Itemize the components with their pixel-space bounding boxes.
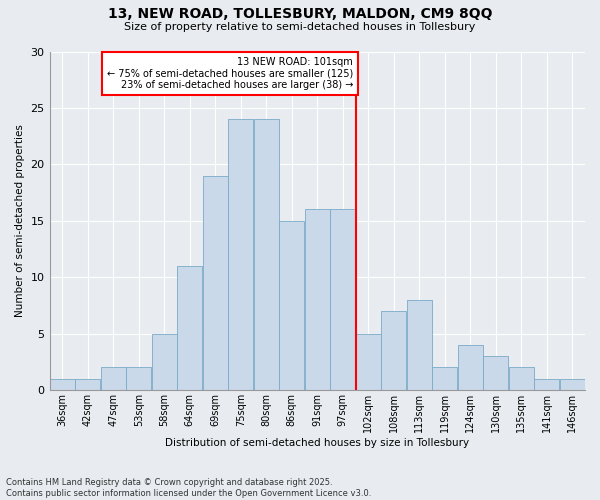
Text: Contains HM Land Registry data © Crown copyright and database right 2025.
Contai: Contains HM Land Registry data © Crown c… bbox=[6, 478, 371, 498]
Bar bbox=[458, 345, 483, 390]
Bar bbox=[305, 210, 330, 390]
Bar bbox=[279, 220, 304, 390]
Text: 13, NEW ROAD, TOLLESBURY, MALDON, CM9 8QQ: 13, NEW ROAD, TOLLESBURY, MALDON, CM9 8Q… bbox=[108, 8, 492, 22]
Bar bbox=[381, 311, 406, 390]
Bar bbox=[101, 368, 126, 390]
X-axis label: Distribution of semi-detached houses by size in Tollesbury: Distribution of semi-detached houses by … bbox=[165, 438, 469, 448]
Bar bbox=[203, 176, 228, 390]
Bar bbox=[432, 368, 457, 390]
Bar bbox=[126, 368, 151, 390]
Bar bbox=[254, 119, 279, 390]
Bar bbox=[152, 334, 177, 390]
Bar bbox=[509, 368, 534, 390]
Bar bbox=[483, 356, 508, 390]
Bar bbox=[560, 378, 585, 390]
Bar bbox=[228, 119, 253, 390]
Bar bbox=[50, 378, 75, 390]
Text: 13 NEW ROAD: 101sqm
← 75% of semi-detached houses are smaller (125)
23% of semi-: 13 NEW ROAD: 101sqm ← 75% of semi-detach… bbox=[107, 57, 353, 90]
Y-axis label: Number of semi-detached properties: Number of semi-detached properties bbox=[15, 124, 25, 317]
Bar bbox=[534, 378, 559, 390]
Bar bbox=[356, 334, 381, 390]
Bar bbox=[330, 210, 355, 390]
Text: Size of property relative to semi-detached houses in Tollesbury: Size of property relative to semi-detach… bbox=[124, 22, 476, 32]
Bar bbox=[177, 266, 202, 390]
Bar bbox=[407, 300, 432, 390]
Bar bbox=[75, 378, 100, 390]
